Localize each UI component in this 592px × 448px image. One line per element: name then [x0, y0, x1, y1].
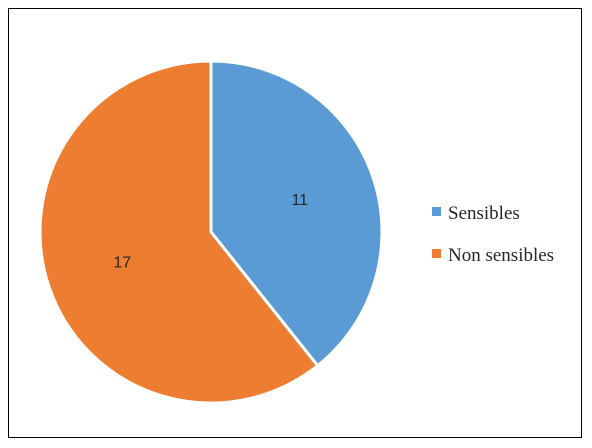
- pie-slice-non-sensibles: [38, 59, 320, 405]
- legend-label-non-sensibles: Non sensibles: [448, 245, 554, 266]
- pie-slice-sensibles: [209, 59, 384, 368]
- legend: Sensibles Non sensibles: [432, 203, 554, 266]
- legend-label-sensibles: Sensibles: [448, 203, 520, 224]
- legend-swatch-non-sensibles: [432, 249, 441, 258]
- pie-data-labels: 11 17: [113, 192, 308, 271]
- legend-swatch-sensibles: [432, 207, 441, 216]
- data-label-sensibles: 11: [291, 192, 308, 209]
- pie-slices: [38, 59, 384, 405]
- data-label-non-sensibles: 17: [113, 254, 131, 271]
